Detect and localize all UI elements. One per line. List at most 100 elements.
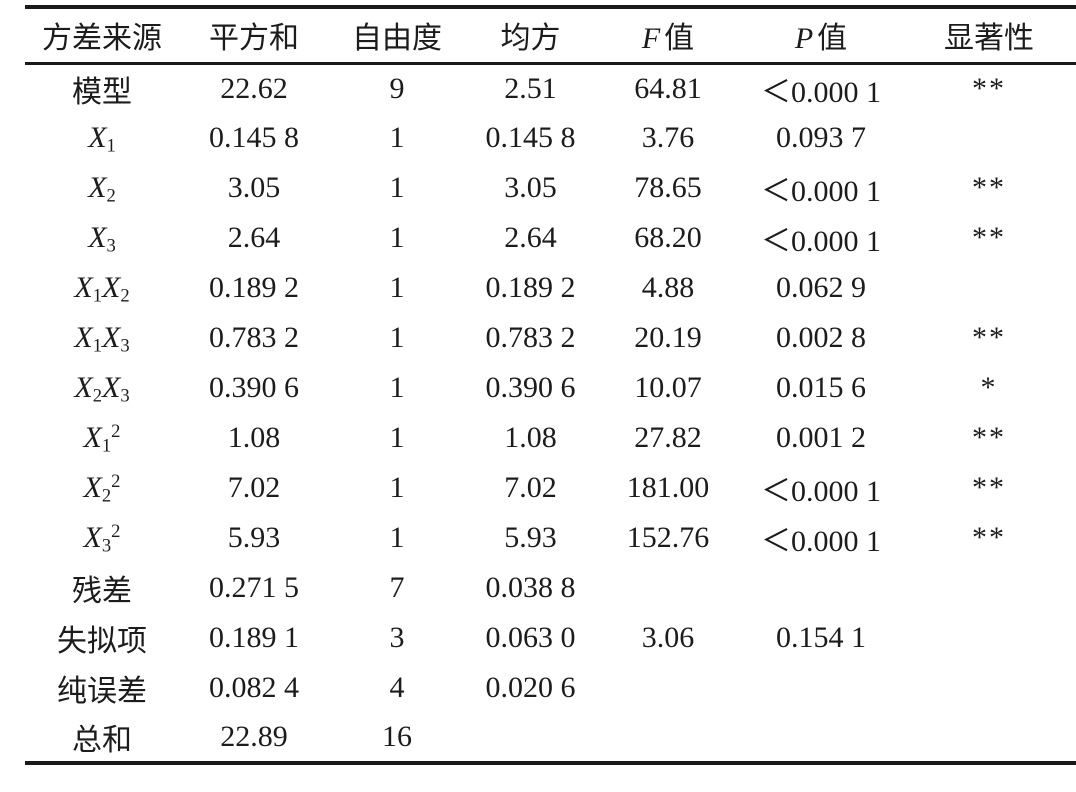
cell-df: 9 [389,71,405,105]
cell-sum-of-squares: 22.62 [220,71,288,105]
row-label: 纯误差 [57,675,147,708]
cell-significance: ** [972,71,1006,105]
cell-sum-of-squares: 0.189 1 [209,621,299,654]
anova-table: 方差来源 平方和 自由度 均方 F 值 P 值 显著性 模型 22.62 9 2.51 64.81 ＜0.… [25,5,1076,765]
cell-p-value: 0.002 8 [776,321,866,354]
row-label: X1 [88,121,116,157]
cell-sum-of-squares: 5.93 [227,521,281,554]
cell-mean-square [465,713,596,763]
row-label: 残差 [72,575,132,608]
cell-df: 1 [389,321,405,354]
row-label: X22 [83,470,121,507]
cell-mean-square: 5.93 [504,521,557,554]
cell-mean-square: 0.189 2 [485,271,576,304]
cell-significance [902,563,1076,613]
table-row: 残差 0.271 5 7 0.038 8 [25,563,1076,613]
cell-significance: ** [972,221,1006,254]
cell-f-value: 152.76 [626,521,710,554]
cell-sum-of-squares: 1.08 [227,421,281,454]
paper-page: 方差来源 平方和 自由度 均方 F 值 P 值 显著性 模型 22.62 9 2.51 64.81 ＜0.… [0,5,1076,792]
cell-significance: * [980,371,998,404]
cell-f-value: 78.65 [634,171,702,204]
table-row: X2 3.05 1 3.05 78.65 ＜0.000 1 ** [25,163,1076,213]
cell-f-value [596,663,740,713]
cell-significance [902,113,1076,163]
cell-f-value: 20.19 [634,321,702,354]
cell-df: 4 [389,671,405,704]
cell-p-value: 0.015 6 [776,371,866,404]
row-label: X3 [88,221,116,257]
cell-df: 7 [389,571,405,604]
row-label: 失拟项 [57,625,147,658]
column-header-mean-square: 均方 [500,22,561,56]
table-row: X3 2.64 1 2.64 68.20 ＜0.000 1 ** [25,213,1076,263]
cell-significance: ** [972,171,1006,204]
column-header-significance: 显著性 [944,22,1034,56]
cell-p-value [740,563,902,613]
column-header-sum-of-squares: 平方和 [209,22,299,56]
header-row: 方差来源 平方和 自由度 均方 F 值 P 值 显著性 [25,7,1076,63]
row-label: X2 [88,171,116,207]
cell-p-value: ＜0.000 1 [761,75,881,109]
cell-mean-square: 3.05 [504,171,557,204]
row-label: 总和 [72,724,132,757]
cell-p-value: 0.154 1 [776,621,866,654]
cell-sum-of-squares: 7.02 [227,471,281,504]
cell-sum-of-squares: 2.64 [227,221,281,254]
cell-df: 16 [382,720,412,753]
cell-p-value: 0.062 9 [776,271,866,304]
table-row: X1X3 0.783 2 1 0.783 2 20.19 0.002 8 ** [25,313,1076,363]
cell-p-value: 0.093 7 [776,121,866,154]
cell-df: 3 [389,621,405,654]
cell-df: 1 [389,171,405,204]
cell-sum-of-squares: 0.271 5 [209,571,299,604]
row-label: X1X3 [74,321,130,357]
cell-df: 1 [389,471,405,504]
cell-mean-square: 0.038 8 [485,571,576,604]
cell-f-value: 10.07 [634,371,702,404]
column-header-source: 方差来源 [42,22,162,56]
cell-f-value: 3.06 [641,621,695,654]
table-row: 总和 22.89 16 [25,713,1076,763]
table-row: X12 1.08 1 1.08 27.82 0.001 2 ** [25,413,1076,463]
cell-sum-of-squares: 0.783 2 [209,321,299,354]
column-header-df: 自由度 [352,22,442,56]
cell-p-value: ＜0.000 1 [761,225,881,258]
row-label: 模型 [72,75,132,109]
table-row: X32 5.93 1 5.93 152.76 ＜0.000 1 ** [25,513,1076,563]
cell-sum-of-squares: 0.189 2 [209,271,299,304]
cell-mean-square: 0.145 8 [485,121,576,154]
cell-significance [902,663,1076,713]
cell-df: 1 [389,521,405,554]
cell-significance [902,613,1076,663]
cell-f-value: 4.88 [641,271,695,304]
cell-significance: ** [972,321,1006,354]
cell-sum-of-squares: 22.89 [220,720,288,753]
cell-df: 1 [389,221,405,254]
cell-p-value [740,663,902,713]
cell-df: 1 [389,271,405,304]
cell-f-value: 27.82 [634,421,702,454]
cell-f-value [596,713,740,763]
cell-p-value: ＜0.000 1 [761,525,881,558]
table-row: X1 0.145 8 1 0.145 8 3.76 0.093 7 [25,113,1076,163]
cell-p-value: ＜0.000 1 [761,175,881,208]
cell-sum-of-squares: 0.082 4 [209,671,299,704]
cell-f-value: 68.20 [634,221,702,254]
cell-p-value [740,713,902,763]
cell-df: 1 [389,371,405,404]
cell-significance [902,713,1076,763]
cell-df: 1 [389,121,405,154]
cell-mean-square: 2.64 [504,221,557,254]
cell-mean-square: 1.08 [504,421,557,454]
table-row: 失拟项 0.189 1 3 0.063 0 3.06 0.154 1 [25,613,1076,663]
cell-significance: ** [972,521,1006,554]
row-label: X32 [83,520,121,557]
cell-sum-of-squares: 3.05 [227,171,281,204]
cell-sum-of-squares: 0.145 8 [209,121,299,154]
row-label: X2X3 [74,371,130,407]
cell-mean-square: 7.02 [504,471,557,504]
cell-significance: ** [972,421,1006,454]
